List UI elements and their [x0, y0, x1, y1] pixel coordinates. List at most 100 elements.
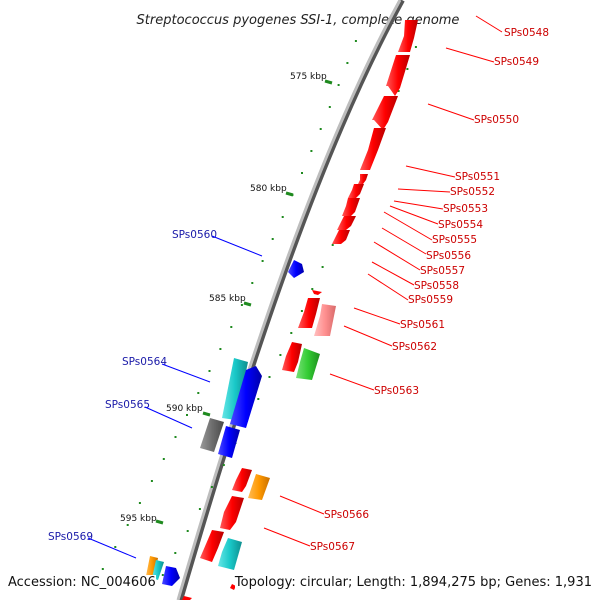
label-SPs0548[interactable]: SPs0548: [504, 27, 549, 39]
gene-SPs0567b[interactable]: [218, 538, 242, 570]
label-SPs0554[interactable]: SPs0554: [438, 219, 483, 231]
label-SPs0560[interactable]: SPs0560: [172, 229, 217, 241]
gene-SPs0563b[interactable]: [296, 348, 320, 380]
gene-SPs0549[interactable]: [386, 55, 410, 96]
minor-tick: [219, 348, 222, 350]
minor-tick: [197, 392, 200, 394]
gene-SPs0569c[interactable]: [162, 566, 180, 586]
scale-minor-ticks-outer: [161, 46, 417, 576]
gene-SPs0565[interactable]: [200, 418, 224, 452]
leader-line-SPs0564: [161, 363, 211, 383]
gene-fragment-bottom[interactable]: [182, 596, 192, 600]
minor-tick: [291, 194, 294, 196]
minor-tick: [174, 436, 177, 438]
leader-line-SPs0551: [405, 165, 456, 178]
label-SPs0556[interactable]: SPs0556: [426, 250, 471, 262]
leader-line-SPs0565: [144, 406, 193, 429]
minor-tick: [271, 238, 274, 240]
label-SPs0550[interactable]: SPs0550: [474, 114, 519, 126]
gene-SPs0551[interactable]: [358, 174, 368, 184]
scale-label-575: 575 kbp: [290, 72, 327, 82]
leader-line-SPs0567: [263, 527, 311, 547]
gene-SPs0548[interactable]: [398, 20, 418, 52]
gene-SPs0553[interactable]: [342, 198, 360, 216]
label-SPs0549[interactable]: SPs0549: [494, 56, 539, 68]
gene-SPs0564[interactable]: [222, 358, 248, 420]
gene-SPs0566b[interactable]: [248, 474, 270, 500]
plus-strand-genes: [182, 20, 418, 600]
minor-tick: [406, 68, 409, 70]
gene-SPs0550[interactable]: [372, 96, 398, 130]
gene-SPs0566[interactable]: [232, 468, 252, 492]
label-SPs0567[interactable]: SPs0567: [310, 541, 355, 553]
minor-tick: [114, 546, 117, 548]
leader-line-SPs0560: [211, 235, 263, 257]
gene-SPs0566c[interactable]: [220, 496, 244, 530]
label-SPs0569[interactable]: SPs0569: [48, 531, 93, 543]
gene-SPs0550b[interactable]: [360, 128, 386, 170]
gene-SPs0560[interactable]: [288, 260, 304, 278]
gene-SPs0562[interactable]: [314, 304, 336, 336]
minor-tick: [261, 260, 264, 262]
minor-tick: [230, 326, 233, 328]
leader-line-SPs0548: [475, 15, 503, 33]
minor-tick: [319, 128, 322, 130]
label-SPs0551[interactable]: SPs0551: [455, 171, 500, 183]
gene-SPs0561[interactable]: [298, 298, 320, 328]
minor-tick: [174, 552, 177, 554]
gene-fragment[interactable]: [230, 584, 236, 590]
leader-line-SPs0569: [87, 537, 137, 559]
minor-tick: [310, 150, 313, 152]
label-SPs0564[interactable]: SPs0564: [122, 356, 167, 368]
minor-tick: [150, 480, 153, 482]
minor-tick: [281, 216, 284, 218]
minor-tick: [397, 90, 400, 92]
minor-tick: [300, 310, 303, 312]
gene-SPs0556[interactable]: [332, 230, 350, 244]
minor-tick: [346, 62, 349, 64]
gene-SPs0559[interactable]: [312, 290, 322, 295]
scale-label-580: 580 kbp: [250, 184, 287, 194]
gene-SPs0563[interactable]: [282, 342, 302, 372]
minor-tick: [161, 574, 164, 576]
scale-label-595: 595 kbp: [120, 514, 157, 524]
label-SPs0566[interactable]: SPs0566: [324, 509, 369, 521]
label-SPs0565[interactable]: SPs0565: [105, 399, 150, 411]
label-SPs0562[interactable]: SPs0562: [392, 341, 437, 353]
label-SPs0555[interactable]: SPs0555: [432, 234, 477, 246]
scale-label-585: 585 kbp: [209, 294, 246, 304]
label-SPs0563[interactable]: SPs0563: [374, 385, 419, 397]
label-SPs0561[interactable]: SPs0561: [400, 319, 445, 331]
right-gene-labels: SPs0548 SPs0549 SPs0550 SPs0551 SPs0552 …: [263, 15, 549, 553]
minor-tick: [321, 266, 324, 268]
minor-tick: [354, 40, 357, 42]
scale-minor-ticks-inner: [101, 40, 357, 570]
minus-strand-genes: [146, 260, 304, 586]
leader-line-SPs0559: [367, 273, 409, 301]
leader-line-SPs0557: [373, 241, 421, 271]
scale-major-tick: [324, 79, 333, 85]
minor-tick: [208, 370, 211, 372]
left-gene-labels: SPs0560 SPs0564 SPs0565 SPs0569: [48, 229, 263, 559]
scale-label-590: 590 kbp: [166, 404, 203, 414]
gene-SPs0565b[interactable]: [218, 426, 240, 458]
minor-tick: [331, 244, 334, 246]
gene-SPs0567[interactable]: [200, 530, 224, 562]
minor-tick: [414, 46, 417, 48]
leader-line-SPs0556: [381, 227, 427, 255]
leader-line-SPs0561: [353, 307, 401, 325]
scale-major-tick: [155, 519, 164, 525]
gene-SPs0554[interactable]: [337, 216, 356, 230]
backbone-shadow: [177, 0, 405, 600]
label-SPs0553[interactable]: SPs0553: [443, 203, 488, 215]
leader-line-SPs0549: [445, 47, 495, 63]
gene-SPs0564b[interactable]: [230, 366, 262, 428]
label-SPs0557[interactable]: SPs0557: [420, 265, 465, 277]
label-SPs0558[interactable]: SPs0558: [414, 280, 459, 292]
leader-line-SPs0558: [371, 261, 415, 286]
scale-major-tick: [202, 411, 211, 417]
minor-tick: [126, 524, 129, 526]
label-SPs0552[interactable]: SPs0552: [450, 186, 495, 198]
gene-SPs0552[interactable]: [348, 184, 364, 198]
label-SPs0559[interactable]: SPs0559: [408, 294, 453, 306]
